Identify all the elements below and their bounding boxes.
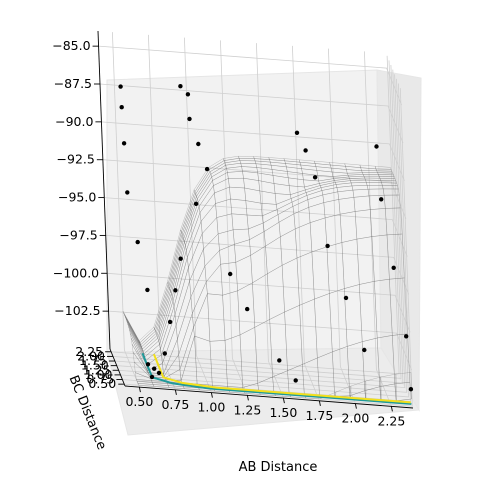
contour-line [141,352,412,405]
y-tick-label: 2.00 [77,348,105,363]
scatter-point [312,175,318,180]
y-tick-label: 0.50 [88,376,116,391]
scatter-point [204,166,210,172]
x-tick-label: 2.00 [341,411,369,426]
x-tick-mark [282,398,285,404]
x-tick-mark [246,395,249,401]
scatter-point [145,362,151,367]
z-tick-label: −97.5 [59,227,97,242]
surface-patch [395,372,412,401]
x-grid-line [256,43,284,399]
x-grid-line [184,37,212,393]
x-axis-label: AB Distance [239,460,318,475]
scatter-point [362,347,367,353]
y-tick-label: 1.00 [85,367,113,382]
scatter-point [379,197,384,202]
scatter-point [343,295,349,301]
scatter-point [149,374,155,380]
z-grid-line [105,235,410,295]
z-tick-label: −92.5 [57,152,95,167]
x-tick-mark [210,392,213,398]
y-grid-line [116,69,406,389]
scatter-point [193,201,199,206]
y-axis-line [109,348,126,387]
scatter-point [245,306,250,312]
x-tick-mark [318,400,321,406]
scatter-point [391,265,396,270]
x-tick-label: 1.75 [305,408,333,423]
scatter-point [156,370,162,376]
x-grid-line [292,45,320,402]
scatter-point [135,239,140,245]
y-tick-label: 1.75 [79,353,107,368]
scatter-point [167,319,173,325]
z-tick-label: −100.0 [53,265,99,280]
x-tick-mark [354,403,357,409]
x-tick-label: 1.00 [197,400,225,415]
z-grid-line [102,159,407,219]
scatter-point [125,190,130,195]
contour-lines [141,352,412,405]
scatter-point [277,358,282,363]
scatter-point [294,130,300,135]
scatter-point [119,105,124,110]
scatter-point [145,287,150,293]
y-grid-line [118,74,408,393]
contour-line [152,353,411,404]
scatter-point [121,141,127,146]
x-tick-mark [174,389,177,395]
z-grid-line [98,45,402,106]
scatter-point [118,84,123,89]
z-tick-label: −90.0 [55,114,93,129]
z-grid-line [101,121,405,182]
z-tick-label: −95.0 [58,190,96,205]
x-grid-line [112,32,140,388]
x-grid-line [364,51,392,407]
scatter-point [173,288,178,293]
x-tick-label: 1.50 [269,405,297,420]
x-tick-mark [390,406,393,412]
axes: 0.50 0.75 1.00 1.25 1.50 1.75 2.00 2.250.500.75… [52,30,414,428]
scatter-point [178,256,183,261]
z-grid-line [107,272,411,333]
y-tick-label: 2.25 [75,344,103,359]
z-grid-line [99,83,404,144]
y-tick-label: 1.50 [81,358,109,373]
y-grid-line [120,78,409,398]
z-grid-line [108,310,412,371]
scatter-point [404,334,409,339]
y-grid-line [112,60,402,379]
x-grid-line [328,48,356,404]
x-tick-mark [138,387,141,393]
x-grid-line [148,34,176,391]
x-tick-label: 1.25 [233,402,261,417]
scatter-point [178,84,183,89]
scatter-point [293,378,298,383]
scatter-point [325,243,330,249]
x-tick-label: 0.50 [125,394,153,409]
x-tick-label: 0.75 [161,397,189,412]
scatter-point [303,148,308,153]
scatter-point [152,366,157,371]
scatter-points [118,84,414,392]
x-tick-label: 2.25 [377,413,405,428]
scatter-point [187,116,192,122]
y-tick-label: 1.25 [83,362,111,377]
scatter-point [228,271,233,277]
y-tick-label: 0.75 [87,372,115,387]
x-axis-line [124,385,414,409]
scatter-point [408,387,414,392]
z-tick-label: −87.5 [54,76,92,91]
scatter-point [162,351,167,356]
z-tick-label: −102.5 [54,303,100,318]
z-tick-label: −85.0 [52,38,90,53]
scatter-point [196,141,201,147]
scatter-point [374,144,379,149]
scatter-point [185,92,191,97]
